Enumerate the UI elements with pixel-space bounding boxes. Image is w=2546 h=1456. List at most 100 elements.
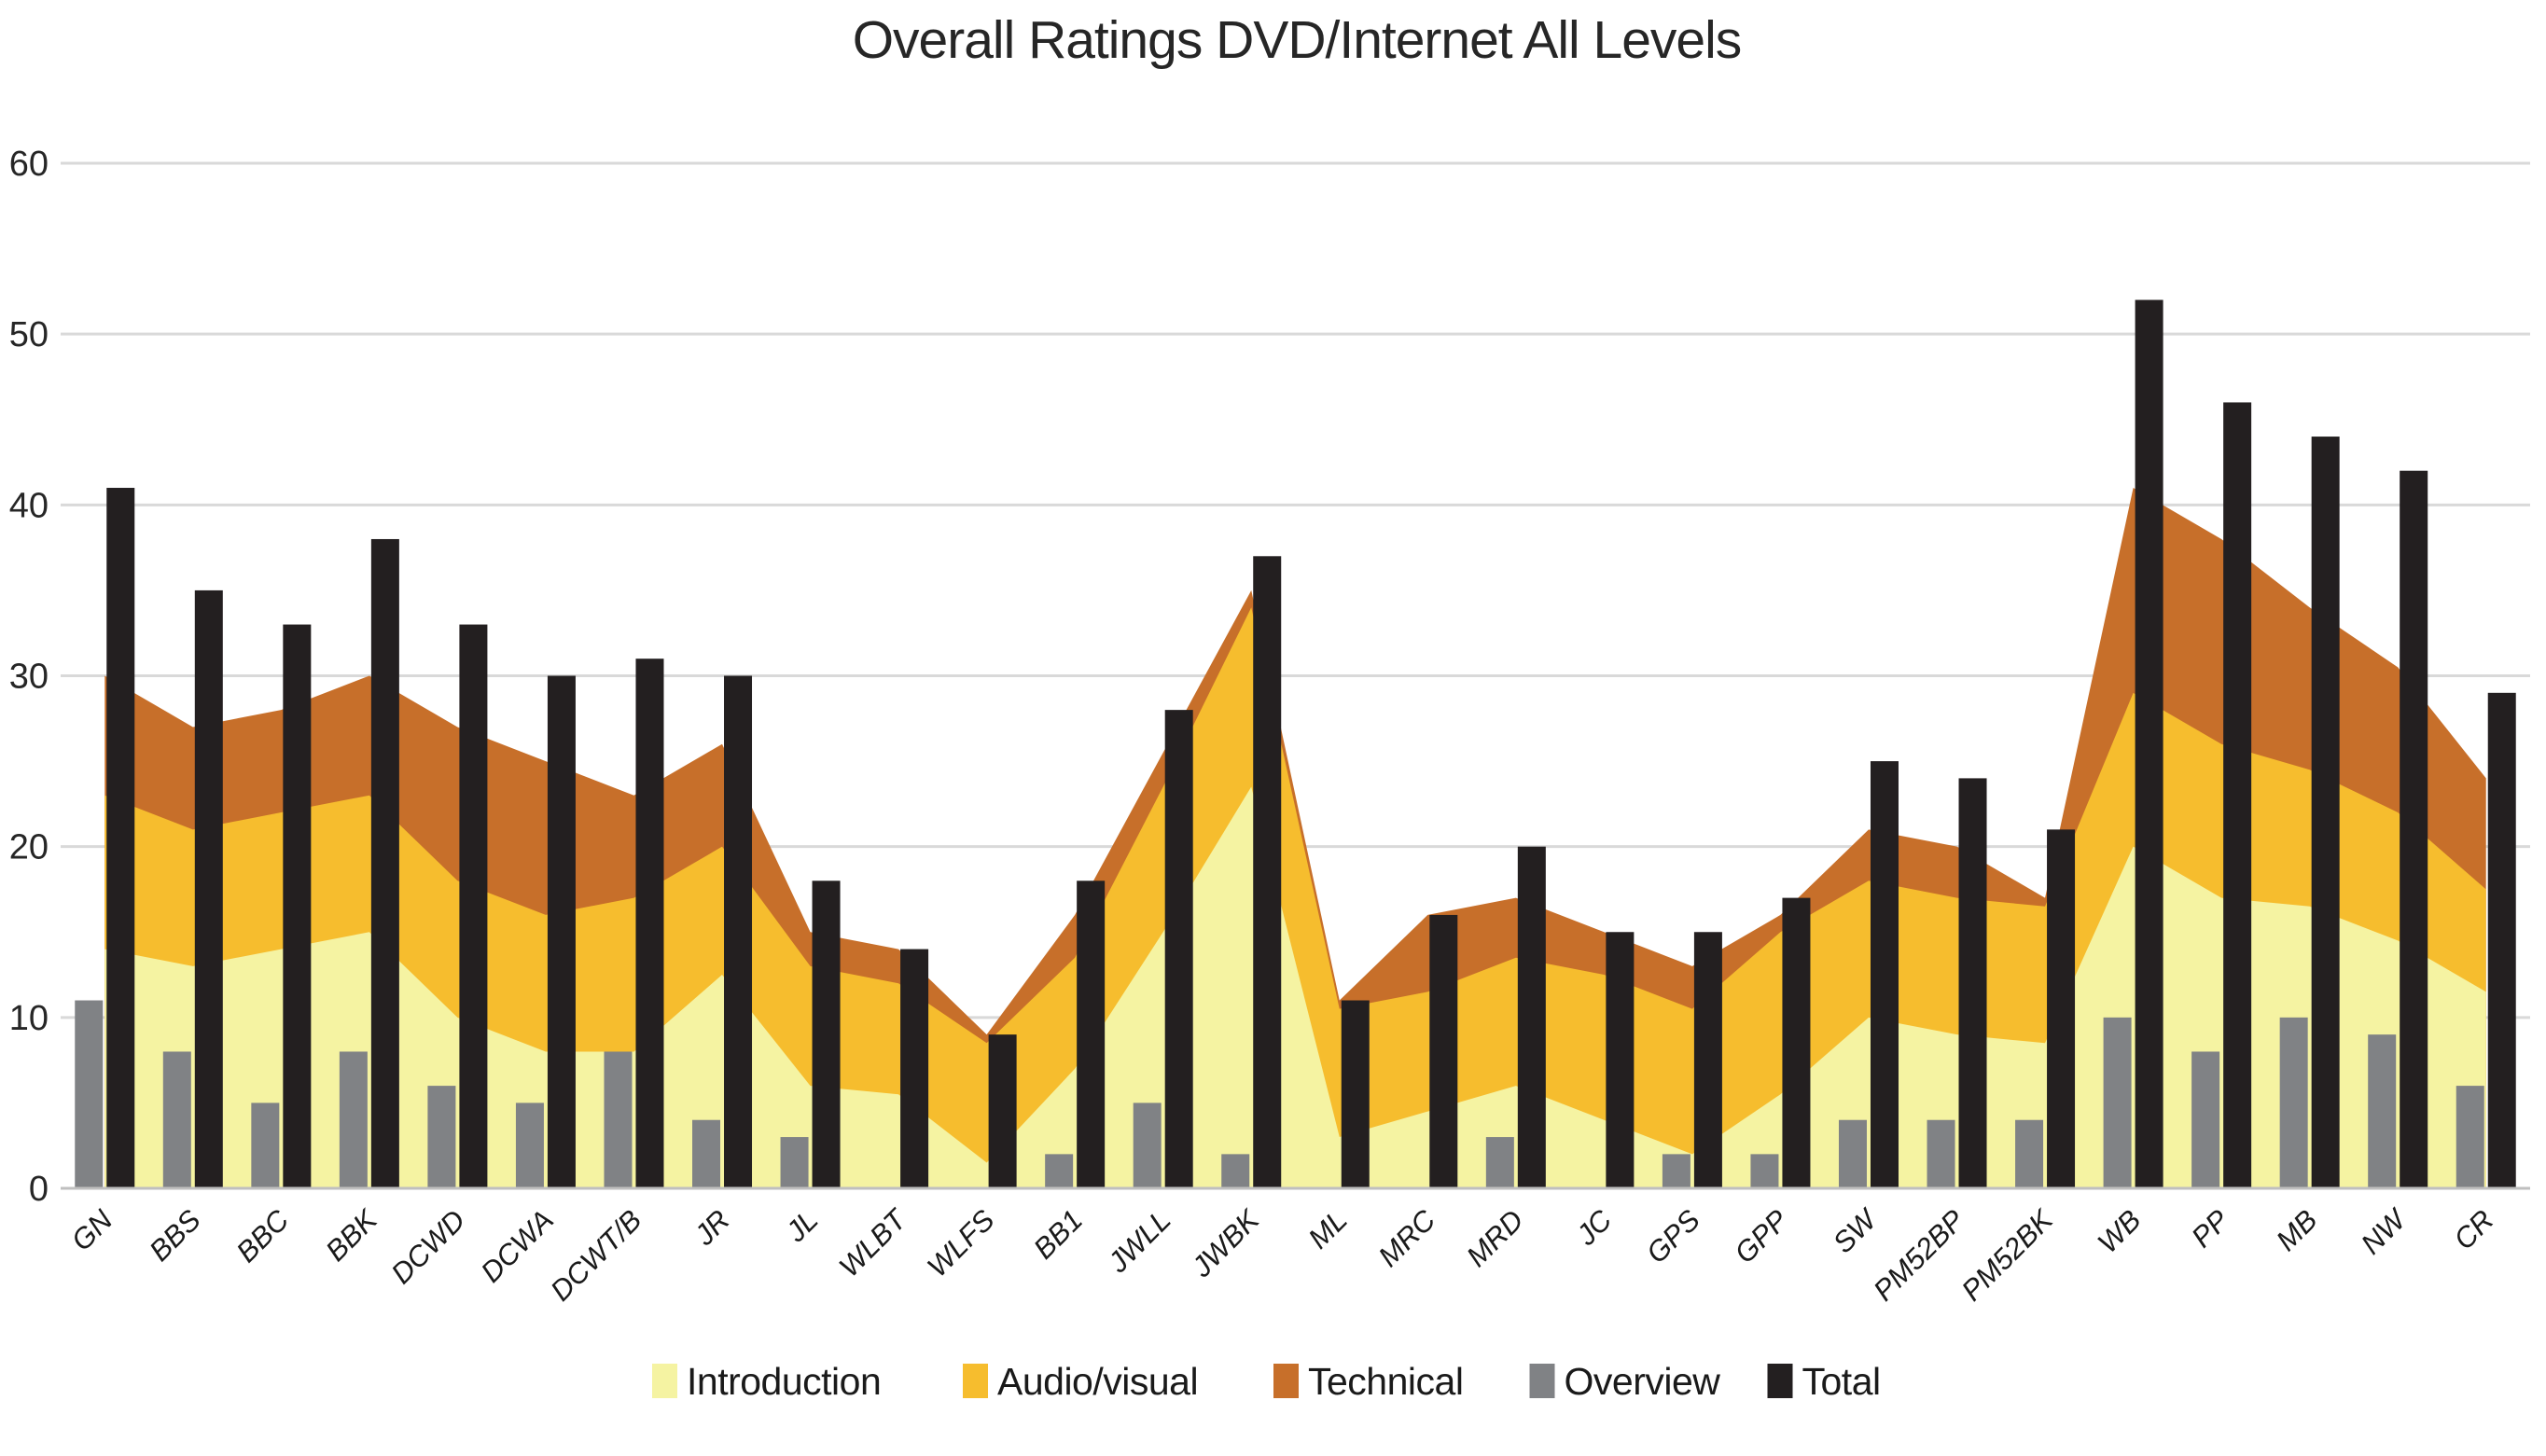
x-axis-label-JWBK: JWBK — [1185, 1202, 1266, 1283]
x-axis-label-JR: JR — [688, 1203, 736, 1252]
x-axis-label-PP: PP — [2185, 1203, 2235, 1254]
bar-overview-JWBK — [1221, 1154, 1250, 1188]
bar-overview-JR — [692, 1119, 721, 1188]
x-axis-label-DCWA: DCWA — [475, 1203, 560, 1288]
bar-total-NW — [2400, 470, 2428, 1188]
x-axis-label-WLFS: WLFS — [921, 1203, 1001, 1283]
y-tick-label-20: 20 — [9, 828, 49, 867]
x-axis-label-BBC: BBC — [230, 1203, 295, 1269]
bar-total-WLBT — [900, 949, 929, 1188]
y-tick-label-0: 0 — [29, 1170, 49, 1209]
bar-total-BBS — [194, 589, 223, 1188]
bar-total-BBC — [283, 624, 312, 1188]
bar-overview-PM52BP — [1927, 1119, 1955, 1188]
y-tick-label-60: 60 — [9, 145, 49, 184]
bar-overview-DCWD — [427, 1086, 456, 1188]
x-axis-label-PM52BP: PM52BP — [1867, 1203, 1970, 1307]
x-axis-label-ML: ML — [1302, 1203, 1354, 1255]
chart-title: Overall Ratings DVD/Internet All Levels — [853, 10, 1742, 70]
x-axis-label-BB1: BB1 — [1027, 1203, 1089, 1265]
legend-item-total-label: Total — [1802, 1360, 1881, 1403]
x-axis-label-DCWD: DCWD — [384, 1203, 471, 1290]
bar-total-MRD — [1517, 846, 1546, 1188]
bar-overview-GPS — [1662, 1154, 1690, 1188]
bar-total-BB1 — [1077, 881, 1106, 1188]
y-tick-label-30: 30 — [9, 658, 49, 697]
bar-overview-MRD — [1485, 1137, 1514, 1188]
x-axis-label-JWLL: JWLL — [1101, 1203, 1176, 1279]
bar-total-CR — [2487, 692, 2516, 1188]
bar-total-WLFS — [988, 1034, 1017, 1188]
x-axis-label-MB: MB — [2270, 1203, 2324, 1257]
x-axis-label-GPP: GPP — [1728, 1203, 1794, 1269]
x-axis-label-PM52BK: PM52BK — [1955, 1202, 2060, 1307]
x-axis-label-GN: GN — [65, 1203, 119, 1257]
bar-overview-JWLL — [1133, 1102, 1162, 1188]
x-axis-label-JL: JL — [779, 1203, 825, 1249]
bar-total-JWBK — [1253, 556, 1282, 1188]
x-axis-label-MRC: MRC — [1372, 1203, 1442, 1273]
bar-overview-CR — [2456, 1086, 2484, 1188]
x-axis-label-BBK: BBK — [319, 1202, 384, 1268]
bar-total-GN — [106, 488, 135, 1188]
x-axis-label-MRD: MRD — [1460, 1203, 1530, 1273]
bar-total-PM52BP — [1958, 778, 1987, 1188]
bar-total-JC — [1606, 932, 1635, 1188]
y-tick-label-40: 40 — [9, 486, 49, 525]
bars — [75, 299, 2516, 1189]
bar-overview-SW — [1838, 1119, 1867, 1188]
bar-total-DCWT-B — [635, 659, 664, 1188]
legend-item-overview-label: Overview — [1565, 1360, 1721, 1403]
x-axis-label-DCWT-B: DCWT/B — [544, 1203, 647, 1307]
bar-total-JR — [724, 675, 753, 1188]
legend-item-introduction-swatch — [652, 1364, 677, 1398]
bar-overview-BBS — [162, 1051, 191, 1188]
bar-overview-PP — [2191, 1051, 2220, 1188]
bar-total-DCWD — [459, 624, 488, 1188]
x-axis-label-WLBT: WLBT — [832, 1202, 913, 1283]
bar-total-MB — [2311, 437, 2340, 1189]
bar-overview-JL — [780, 1137, 809, 1188]
bar-overview-DCWA — [515, 1102, 544, 1188]
legend: Introduction Audio/visual Technical Overvie… — [652, 1360, 1881, 1403]
bar-total-JWLL — [1164, 710, 1193, 1188]
x-axis-label-WB: WB — [2091, 1203, 2147, 1259]
x-axis-label-GPS: GPS — [1640, 1203, 1706, 1269]
legend-item-audio-visual-label: Audio/visual — [997, 1360, 1198, 1403]
bar-overview-PM52BK — [2015, 1119, 2044, 1188]
bar-total-ML — [1341, 1000, 1370, 1188]
bar-overview-BB1 — [1045, 1154, 1074, 1188]
bar-total-PP — [2223, 402, 2252, 1188]
legend-item-overview-swatch — [1529, 1364, 1555, 1398]
bar-total-GPS — [1693, 932, 1722, 1188]
y-tick-label-10: 10 — [9, 999, 49, 1038]
bar-overview-GN — [75, 1000, 104, 1188]
bar-overview-GPP — [1750, 1154, 1779, 1188]
bar-total-DCWA — [547, 675, 576, 1188]
bar-overview-MB — [2279, 1017, 2308, 1188]
legend-item-technical-swatch — [1273, 1364, 1299, 1398]
legend-item-audio-visual-swatch — [963, 1364, 988, 1398]
bar-overview-WB — [2103, 1017, 2132, 1188]
x-axis-label-BBS: BBS — [143, 1203, 207, 1268]
bar-total-SW — [1870, 761, 1899, 1188]
bar-total-WB — [2135, 299, 2163, 1188]
bar-total-GPP — [1782, 897, 1811, 1188]
legend-item-introduction-label: Introduction — [687, 1360, 881, 1403]
legend-item-total-swatch — [1767, 1364, 1793, 1398]
bar-overview-BBK — [339, 1051, 368, 1188]
legend-item-technical-label: Technical — [1308, 1360, 1463, 1403]
x-axis-label-JC: JC — [1569, 1203, 1619, 1253]
bar-total-MRC — [1429, 914, 1458, 1188]
bar-total-JL — [812, 881, 841, 1188]
bar-overview-NW — [2368, 1034, 2397, 1188]
bar-overview-DCWT-B — [604, 1051, 633, 1188]
x-axis-label-NW: NW — [2355, 1201, 2414, 1260]
bar-total-PM52BK — [2047, 829, 2076, 1188]
bar-total-BBK — [370, 538, 399, 1188]
y-tick-label-50: 50 — [9, 315, 49, 354]
bar-overview-BBC — [251, 1102, 280, 1188]
x-axis-label-SW: SW — [1827, 1201, 1885, 1259]
